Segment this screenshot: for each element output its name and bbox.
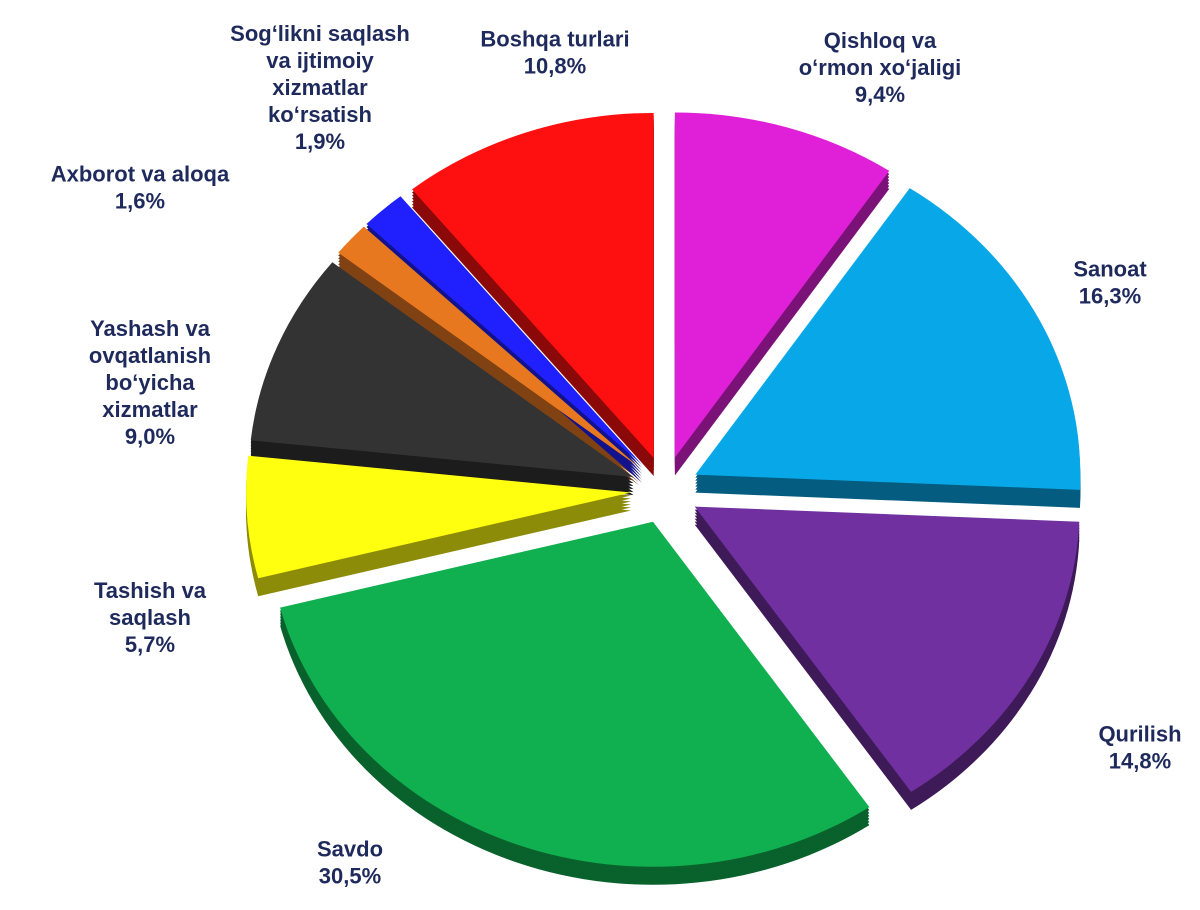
category-label: ko‘rsatish	[268, 102, 372, 127]
slice-label: Boshqa turlari 10,8%	[480, 27, 629, 79]
slice	[695, 188, 1081, 490]
value-label: 10,8%	[524, 54, 586, 79]
category-label: xizmatlar	[272, 75, 368, 100]
category-label: Sanoat	[1073, 257, 1147, 282]
category-label: Axborot va aloqa	[51, 162, 230, 187]
category-label: ovqatlanish	[89, 343, 211, 368]
category-label: Qishloq va	[824, 28, 937, 53]
category-label: bo‘yicha	[105, 370, 195, 395]
category-label: o‘rmon xo‘jaligi	[799, 55, 962, 80]
category-label: Savdo	[317, 837, 383, 862]
category-label: Tashish va	[94, 578, 207, 603]
slice	[280, 521, 870, 867]
value-label: 30,5%	[319, 864, 381, 889]
category-label: Yashash va	[90, 316, 211, 341]
category-label: Qurilish	[1098, 722, 1181, 747]
value-label: 1,9%	[295, 129, 345, 154]
value-label: 5,7%	[125, 632, 175, 657]
category-label: saqlash	[109, 605, 191, 630]
value-label: 16,3%	[1079, 284, 1141, 309]
category-label: Boshqa turlari	[480, 27, 629, 52]
category-label: va ijtimoiy	[266, 48, 374, 73]
slice-label: Qurilish 14,8%	[1098, 722, 1181, 774]
category-label: xizmatlar	[102, 397, 198, 422]
slice-label: Qishloq va o‘rmon xo‘jaligi 9,4%	[799, 28, 962, 107]
slice	[674, 112, 890, 458]
slice	[246, 455, 632, 579]
slice-label: Yashash va ovqatlanish bo‘yicha xizmatlar 9,…	[89, 316, 211, 449]
category-label: Sog‘likni saqlash	[230, 21, 410, 46]
slice	[250, 262, 634, 478]
slice-label: Tashish va saqlash 5,7%	[94, 578, 207, 657]
slice	[366, 196, 643, 465]
slice	[694, 506, 1080, 792]
value-label: 1,6%	[115, 189, 165, 214]
slice-label: Savdo 30,5%	[317, 837, 383, 889]
slice-label: Axborot va aloqa 1,6%	[51, 162, 230, 214]
value-label: 9,4%	[855, 82, 905, 107]
slice	[338, 226, 640, 468]
slice	[412, 112, 654, 458]
slice-label: Sanoat 16,3%	[1073, 257, 1147, 309]
slice-label: Sog‘likni saqlash va ijtimoiy xizmatlar ko‘…	[230, 21, 410, 154]
value-label: 14,8%	[1109, 749, 1171, 774]
value-label: 9,0%	[125, 424, 175, 449]
